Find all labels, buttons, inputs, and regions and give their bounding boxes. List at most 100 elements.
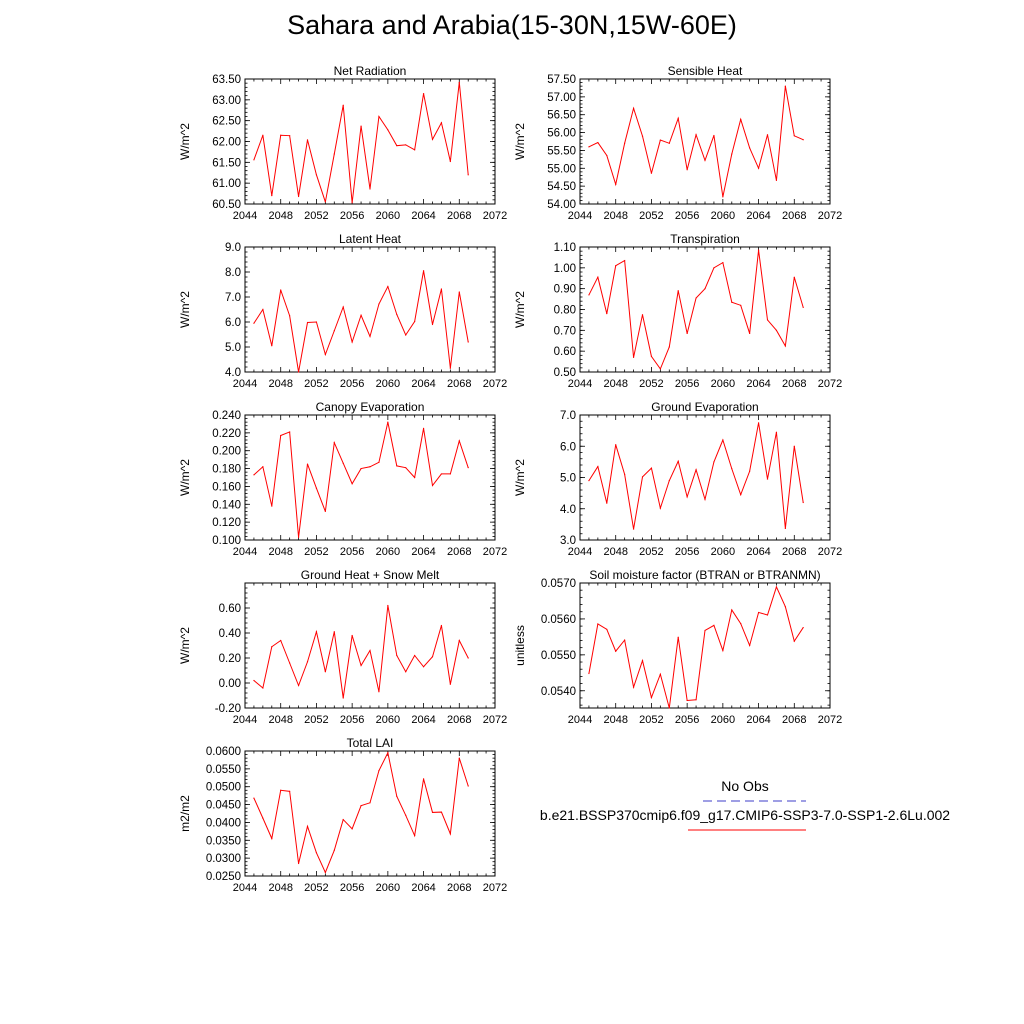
x-tick-label: 2072	[818, 546, 842, 558]
plot-frame	[579, 246, 831, 373]
y-axis-label: W/m^2	[513, 291, 527, 328]
data-point	[615, 183, 617, 185]
data-point	[387, 604, 389, 607]
data-point	[695, 297, 697, 299]
y-tick-label: 54.00	[547, 199, 576, 211]
data-point	[449, 160, 451, 163]
data-point	[369, 466, 371, 468]
data-point	[297, 536, 300, 538]
data-point	[784, 527, 786, 530]
y-tick-label: 3.0	[560, 535, 576, 547]
y-tick-label: 4.0	[225, 367, 241, 379]
y-tick-label: 0.0560	[541, 614, 576, 626]
data-point	[467, 341, 469, 343]
x-tick-label: 2052	[304, 882, 328, 894]
data-point	[686, 496, 688, 498]
data-point	[342, 104, 344, 106]
data-point	[369, 649, 371, 652]
data-point	[588, 294, 590, 296]
data-point	[342, 818, 344, 821]
data-point	[722, 262, 724, 264]
x-tick-label: 2064	[746, 714, 770, 726]
y-tick-label: 0.0550	[541, 650, 576, 662]
x-tick-label: 2064	[411, 882, 435, 894]
data-point	[597, 276, 599, 278]
data-point	[802, 501, 804, 504]
data-point	[695, 699, 697, 701]
data-point	[793, 445, 795, 447]
y-tick-label: 0.240	[212, 410, 241, 422]
data-point	[315, 631, 318, 633]
data-point	[659, 673, 661, 675]
x-tick-label: 2068	[782, 714, 806, 726]
data-point	[289, 135, 291, 137]
series-line	[253, 605, 469, 699]
y-tick-label: 5.0	[560, 473, 576, 485]
data-point	[624, 142, 626, 144]
y-tick-label: 61.00	[212, 178, 241, 190]
data-point	[396, 145, 398, 147]
data-point	[422, 270, 425, 272]
data-point	[297, 195, 300, 198]
data-point	[467, 174, 469, 176]
y-tick-label: 0.50	[554, 367, 576, 379]
x-tick-label: 2060	[376, 210, 400, 222]
data-point	[677, 460, 679, 462]
data-point	[650, 696, 653, 699]
y-tick-label: 0.140	[212, 499, 241, 511]
data-point	[351, 634, 353, 637]
y-axis-label: W/m^2	[178, 459, 192, 496]
data-point	[351, 828, 353, 830]
x-tick-label: 2052	[639, 546, 663, 558]
y-axis-label: W/m^2	[513, 123, 527, 160]
x-tick-label: 2060	[711, 210, 735, 222]
x-tick-label: 2060	[376, 882, 400, 894]
panel-4: 2044 2048 2052 2056 2060 2064 2068 2072 0.50 0.60…	[513, 232, 842, 390]
data-point	[731, 153, 733, 155]
data-point	[405, 467, 407, 469]
data-point	[766, 478, 769, 480]
y-tick-label: 5.0	[225, 342, 241, 354]
data-point	[757, 249, 760, 251]
data-point	[588, 672, 590, 675]
series-line	[253, 270, 469, 373]
panel-2: 2044 2048 2052 2056 2060 2064 2068 2072 54.00 54.…	[513, 64, 842, 222]
x-tick-label: 2064	[411, 714, 435, 726]
data-point	[422, 92, 425, 95]
y-tick-label: 0.0600	[206, 746, 241, 758]
data-point	[414, 320, 416, 323]
data-point	[431, 656, 434, 658]
x-tick-label: 2072	[483, 882, 507, 894]
data-point	[378, 770, 380, 772]
y-tick-label: 6.0	[225, 317, 241, 329]
data-point	[624, 639, 626, 641]
data-point	[297, 862, 300, 865]
data-point	[280, 434, 282, 437]
plot-frame	[579, 414, 831, 541]
data-point	[704, 288, 706, 290]
x-tick-label: 2044	[568, 546, 592, 558]
data-point	[802, 306, 804, 309]
data-point	[606, 502, 608, 504]
data-point	[449, 473, 451, 475]
data-point	[632, 356, 635, 359]
data-point	[333, 631, 335, 633]
data-point	[422, 427, 425, 429]
data-point	[458, 639, 460, 642]
x-tick-label: 2068	[447, 714, 471, 726]
y-tick-label: 7.0	[560, 410, 576, 422]
data-point	[766, 134, 769, 136]
data-point	[766, 614, 769, 616]
data-point	[360, 664, 362, 667]
data-point	[253, 159, 255, 161]
data-point	[749, 644, 751, 647]
data-point	[280, 789, 282, 791]
x-tick-label: 2052	[639, 714, 663, 726]
data-point	[632, 528, 635, 530]
data-point	[449, 367, 451, 369]
data-point	[775, 431, 778, 433]
data-point	[369, 335, 371, 338]
data-point	[378, 115, 380, 118]
x-tick-label: 2048	[603, 546, 627, 558]
y-tick-label: 0.220	[212, 428, 241, 440]
